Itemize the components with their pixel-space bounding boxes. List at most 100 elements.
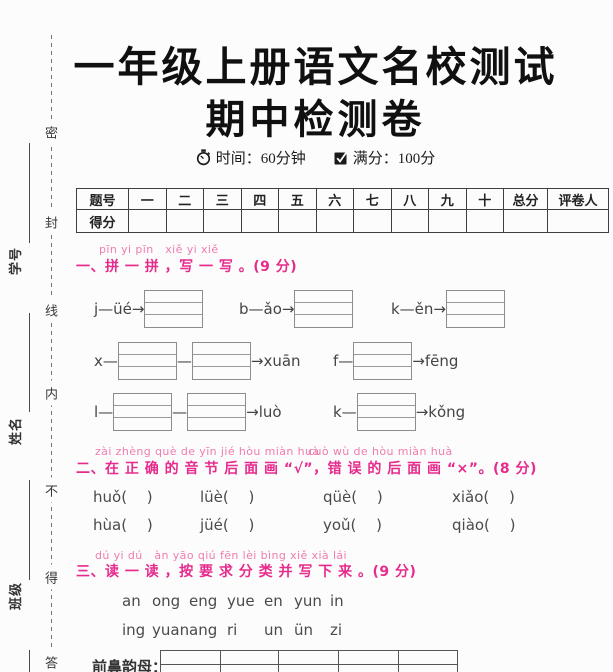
final-item: un [264, 621, 284, 639]
seal-dashed-line [51, 35, 52, 672]
exercise-syllable: j—üé→ [94, 300, 145, 318]
pinyin-writing-box [294, 290, 354, 328]
judge-syllable-item: huǒ( ) [93, 488, 153, 506]
exercise-syllable: b—ǎo→ [239, 300, 295, 318]
section2-pinyin-ruby: zài zhèng què de yīn jié hòu miàn huà [95, 445, 320, 458]
score-row-label: 得分 [76, 209, 129, 233]
write-line-partial [29, 650, 30, 672]
score-table-score-row: 得分 [76, 209, 609, 233]
answer-grid-cell [278, 651, 338, 672]
final-item: yun [294, 592, 322, 610]
final-item: an [122, 592, 141, 610]
final-item: ing [122, 621, 146, 639]
paper-title-line2: 期中检测卷 [205, 97, 426, 142]
score-table-header-cell: 十 [465, 188, 504, 210]
exercise-result: →fēng [412, 352, 459, 370]
answer-grid-cell [220, 651, 278, 672]
pinyin-writing-box [117, 342, 177, 380]
exercise-result: →kǒng [415, 403, 466, 421]
section1-heading: 一、拼 一 拼 ，写 一 写 。(9 分) [76, 259, 298, 275]
score-table-header-cell: 五 [278, 188, 317, 210]
pinyin-exercise-item: x— — →xuān [94, 342, 301, 380]
final-item: ri [227, 621, 238, 639]
score-table-header-cell: 二 [165, 188, 204, 210]
score-cell-empty [240, 209, 279, 233]
judge-syllable-item: lüè( ) [200, 488, 255, 506]
score-table-header-cell: 六 [315, 188, 354, 210]
seal-char: 内 [44, 380, 59, 406]
section1-pinyin-ruby: pīn yi pīn xiě yi xiě [99, 243, 219, 256]
final-item: eng [189, 592, 218, 610]
exam-meta: 时间：60分钟 满分：100分 [18, 147, 613, 168]
answer-grid-cell [338, 651, 398, 672]
exercise-result: →xuān [250, 352, 301, 370]
seal-char: 密 [44, 119, 59, 145]
student-id-write-line [29, 143, 30, 243]
student-class-label: 班级 [9, 582, 24, 611]
judge-syllable-item: xiǎo( ) [452, 488, 515, 506]
answer-grid [160, 650, 458, 672]
score-cell-empty [353, 209, 392, 233]
section3-heading: 三、读 一 读 ，按 要 求 分 类 并 写 下 来 。(9 分) [76, 564, 417, 580]
score-table-header-cell: 一 [128, 188, 167, 210]
seal-char: 得 [44, 564, 59, 590]
stopwatch-icon [196, 149, 210, 166]
seal-char: 答 [44, 649, 59, 672]
final-item: in [330, 592, 344, 610]
exercise-syllable: k— [333, 403, 357, 421]
connector-line: — [176, 352, 192, 370]
score-table-header-cell: 三 [203, 188, 242, 210]
final-item: ün [294, 621, 314, 639]
judge-syllable-item: qiào( ) [452, 516, 516, 534]
score-table: 题号 一 二 三 四 五 六 七 八 九 十 总分 评卷人 得分 [76, 188, 609, 233]
category-label-front-nasal: 前鼻韵母： [92, 658, 168, 672]
score-table-header-cell: 九 [428, 188, 467, 210]
score-table-header-row: 题号 一 二 三 四 五 六 七 八 九 十 总分 评卷人 [76, 188, 609, 210]
score-table-header-cell: 题号 [76, 188, 129, 210]
seal-char: 封 [44, 209, 59, 235]
pinyin-exercise-item: b—ǎo→ [239, 290, 354, 328]
score-cell-empty [278, 209, 317, 233]
time-info: 时间：60分钟 [196, 147, 306, 168]
judge-syllable-item: yoǔ( ) [323, 516, 383, 534]
exercise-syllable: k—ěn→ [391, 300, 446, 318]
connector-line: — [172, 403, 188, 421]
pinyin-writing-box [353, 342, 413, 380]
score-table-header-cell: 七 [353, 188, 392, 210]
exercise-syllable: x— [94, 352, 118, 370]
score-cell-empty [428, 209, 467, 233]
pinyin-writing-box [191, 342, 251, 380]
pinyin-exercise-item: l— — →luò [94, 393, 282, 431]
full-score-info: 满分：100分 [334, 147, 435, 168]
checkbox-icon [334, 150, 348, 164]
score-table-header-cell: 总分 [503, 188, 548, 210]
answer-grid-cell [160, 651, 220, 672]
score-cell-empty [465, 209, 504, 233]
student-name-label: 姓名 [9, 417, 24, 446]
pinyin-exercise-item: k—ěn→ [391, 290, 505, 328]
pinyin-writing-box [144, 290, 204, 328]
score-table-header-cell: 八 [390, 188, 429, 210]
score-table-header-cell: 评卷人 [547, 188, 609, 210]
pinyin-exercise-item: k— →kǒng [333, 393, 465, 431]
exercise-result: →luò [246, 403, 282, 421]
pinyin-writing-box [446, 290, 505, 328]
pinyin-exercise-item: f— →fēng [333, 342, 458, 380]
final-item: zi [330, 621, 343, 639]
judge-syllable-item: jüé( ) [200, 516, 255, 534]
answer-grid-midline [160, 664, 458, 665]
exercise-syllable: l— [94, 403, 114, 421]
pinyin-writing-box [356, 393, 416, 431]
final-item: ong [152, 592, 181, 610]
final-item: yuan [152, 621, 190, 639]
score-cell-empty [503, 209, 548, 233]
pinyin-writing-box [113, 393, 173, 431]
answer-grid-cell [398, 651, 458, 672]
final-item: ang [189, 621, 218, 639]
score-cell-empty [203, 209, 242, 233]
section2-pinyin-ruby: cuò wù de hòu miàn huà [308, 445, 453, 458]
final-item: en [264, 592, 283, 610]
pinyin-exercise-item: j—üé→ [94, 290, 204, 328]
judge-syllable-item: hùa( ) [93, 516, 153, 534]
